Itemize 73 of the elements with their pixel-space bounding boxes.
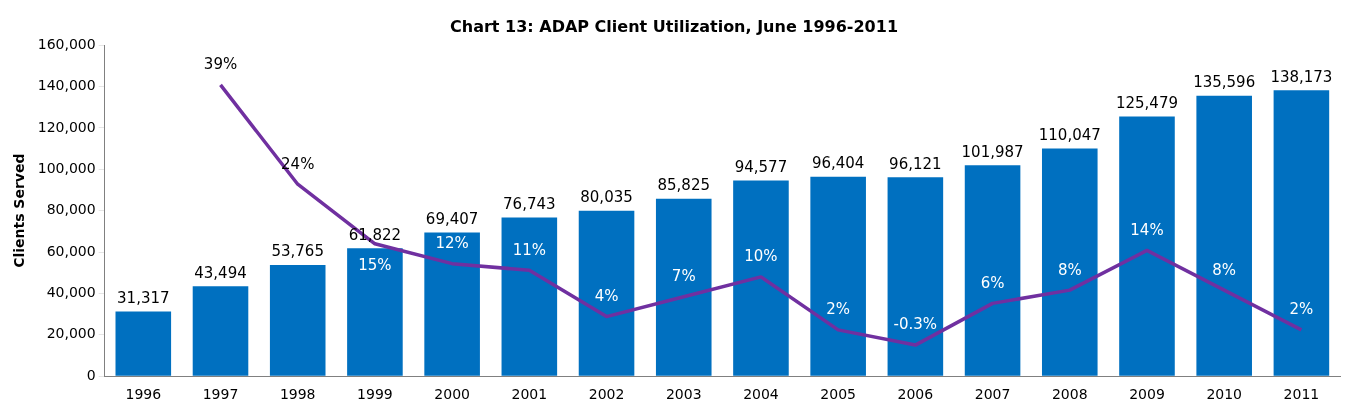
data-label: 94,577 (734, 157, 788, 176)
data-label: 53,765 (271, 242, 324, 261)
data-label: 8% (1057, 260, 1082, 279)
x-tick-label: 2000 (434, 386, 470, 403)
bar (192, 286, 249, 376)
bar (810, 176, 866, 376)
x-tick-label: 1999 (357, 386, 393, 403)
bar (347, 248, 403, 376)
x-tick-label: 2006 (897, 386, 934, 403)
x-tick-label: 2004 (743, 386, 779, 403)
bar (1196, 95, 1252, 376)
data-label: 96,404 (811, 154, 865, 173)
bar (501, 217, 558, 376)
data-label: 110,047 (1038, 125, 1101, 144)
x-tick-label: 2001 (511, 386, 548, 403)
data-label: 43,494 (194, 263, 247, 282)
x-tick-label: 2008 (1051, 386, 1088, 403)
data-label: 7% (671, 267, 696, 286)
x-tick-label: 1996 (125, 386, 162, 403)
y-tick-label: 140,000 (37, 77, 96, 94)
data-label: 12% (435, 234, 469, 253)
data-label: 4% (594, 287, 619, 306)
data-label: 31,317 (117, 288, 170, 307)
bar (115, 311, 172, 376)
chart-title: Chart 13: ADAP Client Utilization, June 1996-2011 (449, 16, 899, 36)
x-tick-label: 2011 (1283, 386, 1320, 403)
x-tick-label: 2010 (1206, 386, 1243, 403)
bar (1041, 148, 1098, 376)
data-label: 39% (203, 55, 238, 74)
y-axis-title: Clients Served (11, 153, 28, 268)
x-tick-label: 2009 (1129, 386, 1165, 403)
data-label: 138,173 (1270, 67, 1333, 86)
x-tick-label: 2002 (588, 386, 625, 403)
data-label: 125,479 (1115, 94, 1178, 113)
data-label: 15% (358, 256, 392, 275)
data-label: 69,407 (425, 210, 479, 228)
y-tick-label: 40,000 (46, 284, 96, 301)
bar (424, 232, 480, 376)
data-label: 96,121 (889, 154, 942, 173)
y-tick-label: 120,000 (37, 118, 96, 135)
data-label: 10% (744, 247, 778, 266)
y-tick-label: 100,000 (37, 159, 96, 176)
data-label: 2% (1289, 300, 1314, 319)
bar (964, 165, 1021, 376)
bar (733, 180, 789, 376)
bar (887, 177, 944, 376)
x-tick-label: 1997 (202, 386, 239, 403)
bar (1119, 116, 1175, 376)
y-tick-label: 60,000 (46, 242, 96, 259)
x-tick-label: 2005 (820, 386, 856, 403)
y-tick-label: 0 (86, 366, 96, 383)
data-label: 11% (512, 240, 546, 259)
y-tick-label: 80,000 (46, 201, 96, 218)
y-tick-label: 160,000 (37, 35, 96, 52)
bar (578, 210, 635, 376)
x-tick-label: 1998 (279, 386, 316, 403)
data-label: 135,596 (1193, 73, 1256, 92)
x-tick-label: 2003 (665, 386, 702, 403)
data-label: 8% (1212, 260, 1237, 279)
data-label: 24% (281, 154, 315, 173)
x-tick-label: 2007 (974, 386, 1011, 403)
data-label: -0.3% (893, 315, 938, 334)
y-tick-label: 20,000 (46, 325, 96, 342)
data-label: 76,743 (503, 194, 556, 213)
bar (1273, 90, 1330, 376)
bar (269, 264, 326, 376)
data-label: 80,035 (580, 188, 633, 207)
data-label: 2% (826, 300, 851, 319)
bar (655, 198, 712, 376)
data-label: 101,987 (961, 142, 1024, 161)
data-label: 6% (980, 273, 1005, 292)
data-label: 85,825 (657, 176, 710, 195)
data-label: 14% (1130, 220, 1164, 239)
